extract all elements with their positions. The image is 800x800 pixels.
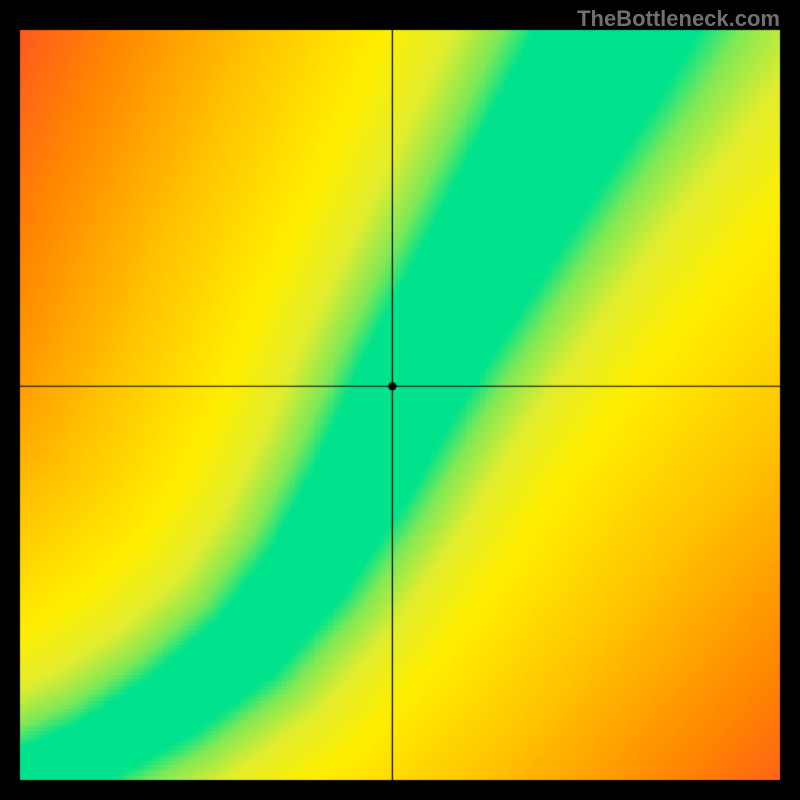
heatmap-chart xyxy=(0,0,800,800)
watermark-text: TheBottleneck.com xyxy=(577,6,780,32)
